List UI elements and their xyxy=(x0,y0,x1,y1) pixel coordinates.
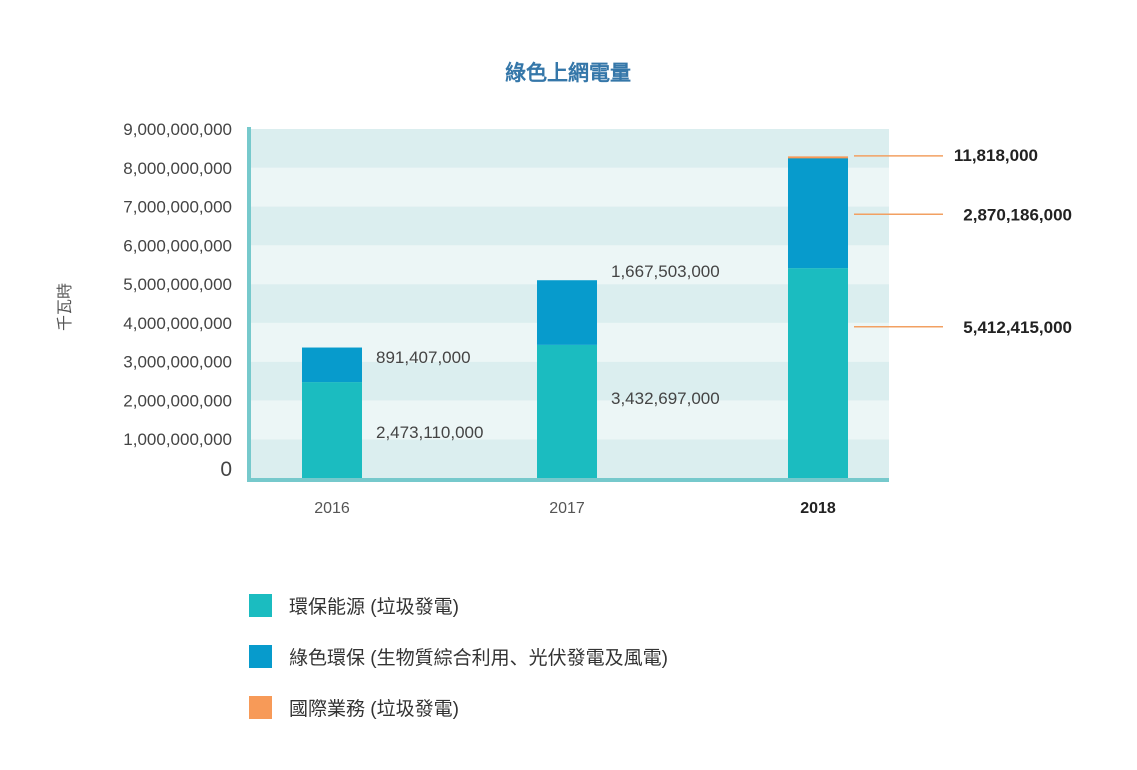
data-label: 891,407,000 xyxy=(376,348,471,367)
y-tick-label: 0 xyxy=(220,458,232,481)
x-tick-label: 2016 xyxy=(314,500,350,517)
y-tick-label: 5,000,000,000 xyxy=(123,275,232,294)
y-tick-labels: 0 1,000,000,000 2,000,000,000 3,000,000,000… xyxy=(123,120,232,481)
y-tick-label: 2,000,000,000 xyxy=(123,391,232,410)
bars xyxy=(302,156,848,478)
y-axis-label: 千瓦時 xyxy=(56,283,74,331)
legend-item-international: 國際業務 (垃圾發電) xyxy=(249,694,459,721)
data-label: 11,818,000 xyxy=(954,146,1038,165)
legend-item-green-env: 綠色環保 (生物質綜合利用、光伏發電及風電) xyxy=(249,643,668,670)
data-label: 2,870,186,000 xyxy=(963,205,1072,224)
y-tick-label: 6,000,000,000 xyxy=(123,236,232,255)
bar-segment xyxy=(537,280,597,345)
y-tick-label: 9,000,000,000 xyxy=(123,120,232,139)
legend-label-green-env: 綠色環保 (生物質綜合利用、光伏發電及風電) xyxy=(289,648,668,669)
plot-band xyxy=(250,167,889,207)
legend-label-international: 國際業務 (垃圾發電) xyxy=(289,699,459,720)
x-tick-label: 2018 xyxy=(800,500,836,517)
y-axis-line xyxy=(247,127,251,480)
y-tick-label: 7,000,000,000 xyxy=(123,198,232,217)
legend-swatch-green-env xyxy=(249,645,272,668)
legend-swatch-international xyxy=(249,696,272,719)
data-labels: 2,473,110,000 891,407,000 3,432,697,000 1,6… xyxy=(376,146,1072,442)
y-tick-label: 1,000,000,000 xyxy=(123,430,232,449)
bar-segment xyxy=(788,156,848,269)
y-tick-label: 4,000,000,000 xyxy=(123,314,232,333)
chart-title: 綠色上網電量 xyxy=(505,61,631,85)
plot-band xyxy=(250,129,889,168)
bar-segment xyxy=(788,156,848,159)
bar-segment xyxy=(788,268,848,478)
legend-item-eco-energy: 環保能源 (垃圾發電) xyxy=(249,592,459,619)
bar-segment xyxy=(302,382,362,478)
data-label: 2,473,110,000 xyxy=(376,423,483,442)
data-label: 3,432,697,000 xyxy=(611,389,720,408)
bar-segment xyxy=(537,344,597,478)
plot-band xyxy=(250,245,889,285)
y-tick-label: 3,000,000,000 xyxy=(123,353,232,372)
data-label: 1,667,503,000 xyxy=(611,262,720,281)
x-tick-label: 2017 xyxy=(549,500,585,517)
y-tick-label: 8,000,000,000 xyxy=(123,159,232,178)
bar-segment xyxy=(302,347,362,383)
x-axis-line xyxy=(247,478,889,482)
plot-band xyxy=(250,206,889,246)
x-tick-labels: 2016 2017 2018 xyxy=(314,500,836,517)
legend-label-eco-energy: 環保能源 (垃圾發電) xyxy=(289,597,459,618)
axes xyxy=(247,127,889,482)
legend-swatch-eco-energy xyxy=(249,594,272,617)
data-label: 5,412,415,000 xyxy=(963,318,1072,337)
